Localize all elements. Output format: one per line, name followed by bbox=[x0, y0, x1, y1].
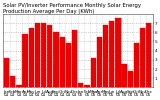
Bar bbox=[4, 58, 9, 87]
Bar bbox=[66, 43, 71, 87]
Bar bbox=[22, 34, 28, 87]
Bar bbox=[128, 71, 133, 87]
Bar bbox=[109, 21, 114, 87]
Bar bbox=[97, 37, 102, 87]
Bar bbox=[60, 37, 65, 87]
Bar bbox=[121, 64, 127, 87]
Bar bbox=[53, 32, 59, 87]
Bar bbox=[47, 25, 52, 87]
Bar bbox=[140, 28, 145, 87]
Bar bbox=[134, 43, 139, 87]
Bar bbox=[72, 30, 77, 87]
Bar bbox=[10, 76, 15, 87]
Bar bbox=[29, 28, 34, 87]
Bar bbox=[146, 23, 151, 87]
Bar bbox=[35, 23, 40, 87]
Bar bbox=[41, 23, 46, 87]
Bar bbox=[78, 83, 83, 87]
Bar bbox=[103, 25, 108, 87]
Bar bbox=[115, 18, 120, 87]
Bar bbox=[84, 85, 90, 87]
Bar bbox=[16, 85, 22, 87]
Text: Solar PV/Inverter Performance Monthly Solar Energy Production Average Per Day (K: Solar PV/Inverter Performance Monthly So… bbox=[3, 3, 141, 14]
Bar bbox=[91, 58, 96, 87]
